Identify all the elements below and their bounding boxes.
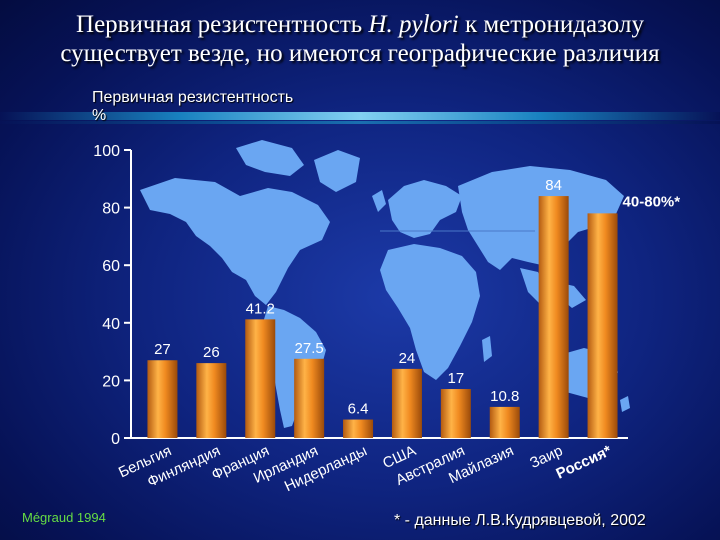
value-label-2: 26 (203, 344, 220, 361)
bar-3 (245, 319, 276, 438)
category-label-10: Россия* (553, 442, 614, 482)
value-label-4: 27.5 (295, 340, 324, 357)
value-label-9: 84 (545, 177, 562, 194)
value-label-10: 40-80%* (623, 193, 681, 210)
bar-10 (587, 213, 618, 438)
y-tick-label: 60 (102, 258, 120, 275)
footnote: * - данные Л.В.Кудрявцевой, 2002 (394, 512, 646, 529)
value-label-5: 6.4 (348, 401, 369, 418)
value-label-7: 17 (448, 370, 465, 387)
bar-4 (294, 358, 325, 438)
source-citation: Mégraud 1994 (22, 510, 106, 525)
value-label-3: 41.2 (246, 300, 275, 317)
bar-9 (538, 196, 569, 438)
title-line1-start: Первичная резистентность (76, 11, 369, 38)
chart-value-labels: 27 26 41.2 27.5 6.4 24 17 10.8 84 40-80%* (154, 177, 680, 417)
title-line2: существует везде, но имеются географичес… (60, 40, 660, 67)
y-axis-label: Первичная резистентность % (92, 89, 294, 124)
y-tick-label: 100 (93, 143, 120, 160)
y-tick-label: 20 (102, 373, 120, 390)
title-line1-end: к метронидазолу (458, 11, 644, 38)
bar-2 (196, 363, 227, 438)
value-label-1: 27 (154, 341, 171, 358)
decorative-rule (0, 112, 720, 120)
y-tick-label: 40 (102, 316, 120, 333)
bar-6 (391, 368, 422, 438)
chart-category-labels: БельгияФинляндияФранцияИрландияНидерланд… (116, 442, 614, 495)
y-tick-label: 80 (102, 201, 120, 218)
bar-5 (343, 419, 374, 438)
chart-title: Первичная резистентность H. pylori к мет… (0, 10, 720, 68)
title-italic-species: H. pylori (368, 11, 459, 38)
bar-8 (489, 406, 520, 438)
bar-1 (147, 360, 178, 438)
decorative-rule-shadow (0, 121, 720, 124)
chart-bars (147, 196, 618, 438)
value-label-6: 24 (399, 350, 416, 367)
value-label-8: 10.8 (490, 388, 519, 405)
bar-7 (440, 389, 471, 438)
y-tick-label: 0 (111, 431, 120, 448)
